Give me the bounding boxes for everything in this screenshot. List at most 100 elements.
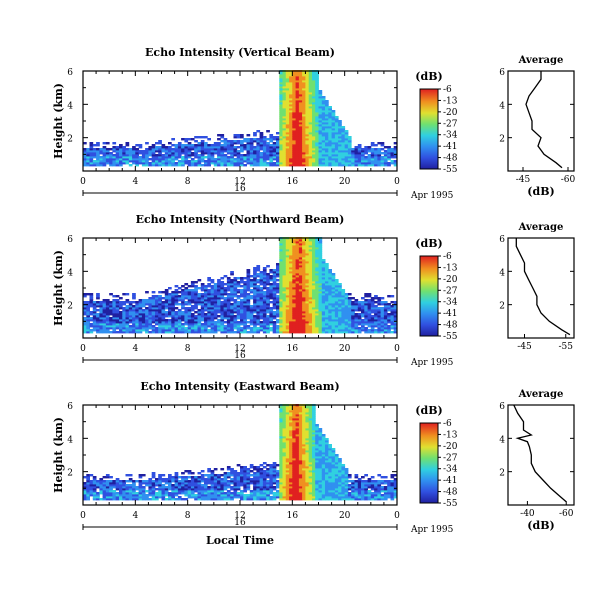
heatmap-cell <box>341 313 346 316</box>
heatmap-cell <box>102 484 107 487</box>
heatmap-cell <box>105 309 110 312</box>
heatmap-cell <box>289 86 293 89</box>
heatmap-cell <box>312 287 316 290</box>
heatmap-cell <box>96 158 100 161</box>
heatmap-cell <box>325 134 329 137</box>
heatmap-cell <box>168 331 172 334</box>
heatmap-cell <box>83 492 87 495</box>
heatmap-cell <box>207 325 211 328</box>
heatmap-cell <box>269 297 274 300</box>
x-tick-label: 0 <box>80 177 86 187</box>
heatmap-cell <box>328 154 332 157</box>
heatmap-cell <box>302 273 306 276</box>
heatmap-cell <box>266 319 270 322</box>
heatmap-cell <box>262 474 267 477</box>
heatmap-cell <box>269 293 274 296</box>
heatmap-cell <box>204 285 208 288</box>
heatmap-cell <box>200 476 205 479</box>
heatmap-cell <box>243 494 247 497</box>
heatmap-cell <box>109 496 113 499</box>
heatmap-cell <box>334 142 339 145</box>
heatmap-cell <box>289 277 293 280</box>
heatmap-cell <box>210 150 215 153</box>
heatmap-cell <box>122 482 126 485</box>
heatmap-cell <box>298 116 303 119</box>
heatmap-cell <box>328 156 332 159</box>
heatmap-cell <box>210 317 215 320</box>
heatmap-cell <box>204 293 208 296</box>
heatmap-cell <box>105 327 110 330</box>
heatmap-cell <box>184 313 189 316</box>
heatmap-cell <box>383 164 388 167</box>
heatmap-cell <box>272 154 277 157</box>
heatmap-cell <box>86 154 90 157</box>
heatmap-cell <box>279 116 283 119</box>
heatmap-cell <box>115 154 120 157</box>
heatmap-cell <box>295 313 300 316</box>
heatmap-cell <box>204 309 208 312</box>
heatmap-cell <box>236 307 241 310</box>
heatmap-cell <box>302 146 306 149</box>
heatmap-cell <box>151 307 156 310</box>
heatmap-cell <box>380 309 385 312</box>
heatmap-cell <box>119 488 123 491</box>
heatmap-cell <box>298 160 303 163</box>
heatmap-cell <box>272 289 277 292</box>
heatmap-cell <box>190 307 195 310</box>
heatmap-cell <box>390 321 395 324</box>
heatmap-cell <box>102 156 107 159</box>
heatmap-cell <box>377 315 382 318</box>
heatmap-cell <box>361 305 365 308</box>
heatmap-cell <box>305 72 310 75</box>
heatmap-cell <box>151 488 156 491</box>
heatmap-cell <box>266 490 270 493</box>
heatmap-cell <box>122 303 126 306</box>
heatmap-cell <box>383 307 388 310</box>
heatmap-cell <box>187 307 192 310</box>
heatmap-cell <box>119 156 123 159</box>
heatmap-cell <box>370 311 375 314</box>
heatmap-cell <box>217 474 221 477</box>
heatmap-cell <box>361 313 365 316</box>
heatmap-cell <box>210 156 215 159</box>
heatmap-cell <box>200 329 205 332</box>
heatmap-cell <box>295 319 300 322</box>
heatmap-cell <box>125 494 130 497</box>
heatmap-cell <box>262 277 267 280</box>
heatmap-cell <box>171 291 175 294</box>
heatmap-cell <box>272 293 277 296</box>
heatmap-cell <box>377 164 382 167</box>
heatmap-cell <box>262 158 267 161</box>
heatmap-cell <box>256 480 261 483</box>
heatmap-cell <box>321 311 326 314</box>
heatmap-cell <box>289 118 293 121</box>
heatmap-cell <box>181 293 185 296</box>
heatmap-cell <box>168 158 172 161</box>
heatmap-cell <box>279 102 283 105</box>
heatmap-cell <box>181 480 185 483</box>
heatmap-cell <box>377 156 382 159</box>
heatmap-cell <box>325 158 329 161</box>
heatmap-cell <box>380 321 385 324</box>
heatmap-cell <box>269 156 274 159</box>
heatmap-cell <box>393 315 398 318</box>
heatmap-cell <box>262 295 267 298</box>
heatmap-cell <box>354 156 359 159</box>
heatmap-cell <box>240 158 244 161</box>
heatmap-cell <box>217 289 221 292</box>
heatmap-cell <box>259 275 264 278</box>
heatmap-cell <box>233 279 238 282</box>
heatmap-cell <box>190 152 195 155</box>
heatmap-cell <box>334 136 339 139</box>
heatmap-cell <box>367 158 372 161</box>
heatmap-cell <box>361 152 365 155</box>
heatmap-cell <box>318 110 323 113</box>
heatmap-cell <box>298 305 303 308</box>
heatmap-cell <box>177 484 182 487</box>
heatmap-cell <box>158 476 162 479</box>
heatmap-cell <box>315 118 319 121</box>
heatmap-cell <box>321 116 326 119</box>
heatmap-cell <box>262 492 267 495</box>
heatmap-cell <box>217 291 221 294</box>
heatmap-cell <box>295 156 300 159</box>
